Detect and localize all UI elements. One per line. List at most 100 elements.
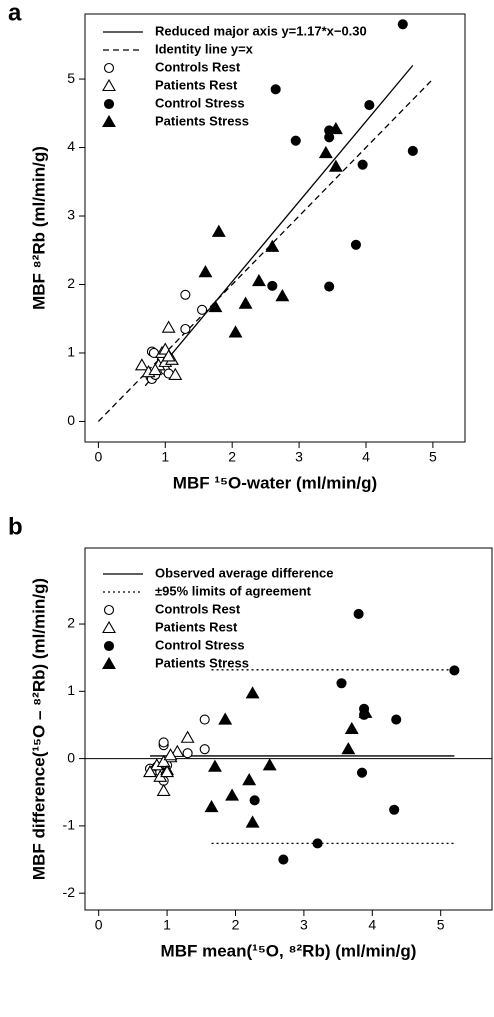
- y-tick-label: 5: [67, 70, 75, 86]
- x-tick-label: 1: [163, 917, 171, 933]
- x-tick-label: 0: [94, 449, 102, 465]
- marker-triangle: [228, 325, 243, 338]
- marker-triangle: [318, 145, 333, 159]
- marker-circle: [324, 132, 335, 143]
- marker-triangle: [156, 754, 171, 768]
- x-tick-label: 4: [362, 449, 370, 465]
- marker-circle: [391, 714, 402, 725]
- y-tick-label: -1: [63, 817, 76, 833]
- marker-triangle: [211, 224, 226, 237]
- plot-frame: [84, 547, 493, 911]
- marker-triangle: [328, 159, 343, 172]
- legend-marker: [103, 62, 115, 74]
- marker-triangle: [358, 705, 373, 718]
- panel-label: b: [8, 513, 23, 540]
- x-tick-label: 2: [228, 449, 236, 465]
- marker-triangle: [160, 764, 175, 778]
- legend-marker: [103, 98, 115, 110]
- y-axis-label: MBF difference(¹⁵O – ⁸²Rb) (ml/min/g): [29, 578, 48, 880]
- marker-triangle: [344, 721, 359, 735]
- marker-triangle: [134, 358, 149, 371]
- x-tick-label: 4: [368, 917, 376, 933]
- y-tick-label: 0: [67, 412, 75, 428]
- legend-label: ±95% limits of agreement: [155, 583, 312, 598]
- x-tick-label: 3: [300, 917, 308, 933]
- legend-label: Control Stress: [155, 637, 245, 652]
- marker-triangle: [208, 759, 222, 772]
- x-axis-label: MBF ¹⁵O-water (ml/min/g): [173, 473, 377, 492]
- marker-triangle: [275, 289, 290, 302]
- y-tick-label: 0: [67, 749, 75, 765]
- y-tick-label: 1: [67, 344, 75, 360]
- marker-triangle: [143, 764, 157, 778]
- marker-triangle: [245, 815, 260, 828]
- y-tick-label: 2: [67, 615, 75, 631]
- marker-circle: [397, 19, 408, 30]
- legend-label: Controls Rest: [155, 59, 241, 74]
- marker-triangle: [242, 773, 257, 786]
- marker-triangle: [341, 742, 356, 755]
- marker-circle: [449, 665, 460, 676]
- marker-circle: [389, 804, 400, 815]
- legend-marker: [102, 620, 116, 634]
- x-tick-label: 3: [295, 449, 303, 465]
- marker-triangle: [163, 748, 178, 761]
- marker-triangle: [218, 712, 233, 725]
- marker-triangle: [238, 296, 253, 309]
- marker-triangle: [251, 273, 266, 287]
- legend-label: Patients Rest: [155, 619, 238, 634]
- marker-circle: [312, 838, 323, 849]
- marker-triangle: [265, 239, 280, 252]
- y-tick-label: 3: [67, 207, 75, 223]
- x-tick-label: 1: [161, 449, 169, 465]
- marker-triangle: [180, 730, 195, 743]
- marker-circle: [356, 767, 368, 778]
- marker-circle: [350, 239, 362, 250]
- marker-circle: [336, 678, 347, 689]
- legend-marker: [103, 640, 115, 652]
- marker-triangle: [208, 299, 223, 313]
- x-tick-label: 0: [95, 917, 103, 933]
- marker-triangle: [161, 320, 176, 333]
- marker-circle: [182, 748, 193, 759]
- legend-label: Observed average difference: [155, 565, 333, 580]
- marker-triangle: [198, 265, 213, 278]
- x-tick-label: 5: [429, 449, 437, 465]
- y-tick-label: 1: [67, 682, 75, 698]
- legend-marker: [102, 78, 116, 92]
- x-tick-label: 5: [437, 917, 445, 933]
- marker-circle: [278, 854, 289, 865]
- marker-triangle: [204, 799, 219, 813]
- y-tick-label: 4: [67, 138, 75, 154]
- marker-triangle: [262, 758, 277, 771]
- marker-triangle: [170, 744, 185, 757]
- legend-label: Controls Rest: [155, 601, 241, 616]
- legend-label: Patients Rest: [155, 77, 238, 92]
- marker-circle: [158, 737, 169, 748]
- marker-triangle: [328, 121, 343, 135]
- marker-triangle: [148, 362, 163, 376]
- marker-triangle: [156, 783, 171, 796]
- marker-circle: [249, 795, 260, 806]
- legend-label: Control Stress: [155, 95, 245, 110]
- legend-label: Reduced major axis y=1.17*x−0.30: [155, 23, 367, 38]
- marker-triangle: [225, 788, 240, 801]
- legend-marker: [102, 114, 116, 128]
- marker-triangle: [245, 686, 260, 699]
- marker-circle: [199, 744, 210, 755]
- y-tick-label: -2: [63, 884, 76, 900]
- marker-triangle: [161, 349, 176, 362]
- legend-marker: [102, 656, 116, 670]
- marker-circle: [407, 145, 418, 157]
- marker-circle: [270, 84, 281, 95]
- marker-triangle: [168, 367, 183, 380]
- y-axis-label: MBF ⁸²Rb (ml/min/g): [29, 146, 48, 310]
- marker-circle: [364, 100, 375, 111]
- marker-circle: [290, 135, 301, 146]
- marker-circle: [199, 714, 210, 725]
- legend-label: Identity line y=x: [155, 41, 254, 56]
- legend-marker: [103, 604, 115, 616]
- marker-circle: [180, 323, 191, 335]
